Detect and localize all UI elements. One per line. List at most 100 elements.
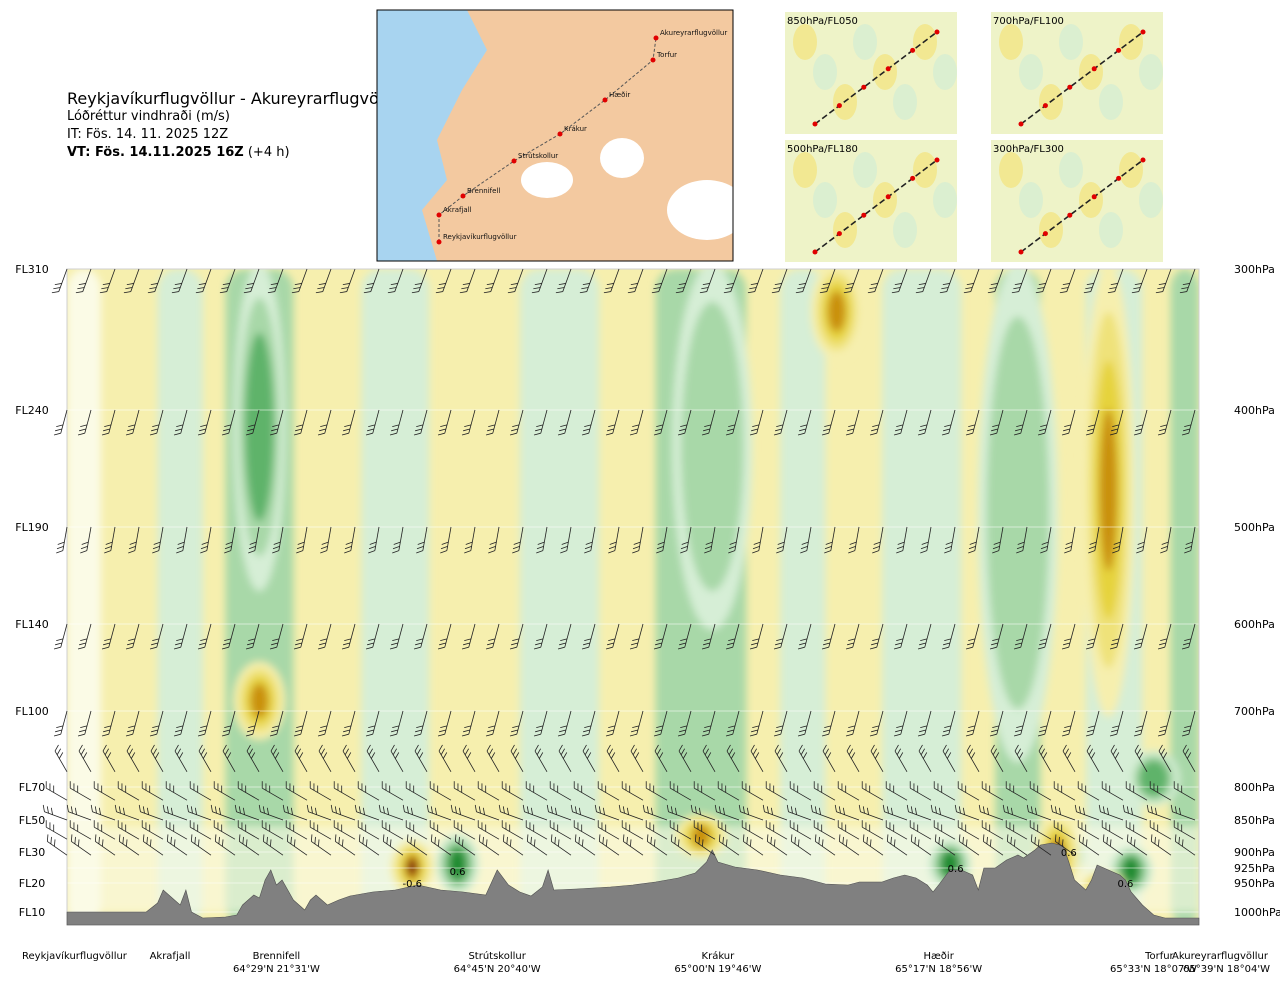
barb-feather <box>238 806 241 814</box>
barb-feather <box>632 748 638 755</box>
barb-feather <box>897 541 905 545</box>
barb-feather <box>986 807 989 815</box>
barb-feather <box>920 638 928 642</box>
wind-barb <box>752 526 764 554</box>
barb-feather <box>1061 287 1069 290</box>
map-label: Torfur <box>656 51 677 59</box>
map-label: Hæðir <box>609 91 630 99</box>
barb-feather <box>681 541 689 545</box>
barb-feather <box>440 748 446 755</box>
wind-barb <box>870 744 884 772</box>
barb-feather <box>462 283 470 286</box>
wind-barb <box>893 623 908 650</box>
barb-feather <box>989 287 997 290</box>
inset-label: 300hPa/FL300 <box>993 144 1064 155</box>
barb-feather <box>123 291 131 294</box>
barb-feather <box>341 733 349 737</box>
barb-feather <box>1112 725 1120 729</box>
barb-feather <box>821 432 829 436</box>
wind-barb <box>66 804 92 821</box>
barb-feather <box>1112 638 1120 642</box>
wind-barb <box>797 710 812 737</box>
barb-feather <box>176 748 182 755</box>
field-band <box>519 269 600 925</box>
barb-feather <box>345 541 353 545</box>
barb-feather <box>842 836 844 844</box>
barb-feather <box>1133 733 1141 737</box>
barb-feather <box>1082 807 1085 815</box>
barb-feather <box>166 834 169 842</box>
barb-feather <box>872 748 878 755</box>
inset-point <box>1018 249 1024 255</box>
wind-barb <box>549 820 572 840</box>
inset-point <box>1091 66 1097 72</box>
barb-feather <box>1134 744 1139 752</box>
barb-feather <box>819 291 827 294</box>
inset-label: 500hPa/FL180 <box>787 144 858 155</box>
wind-barb <box>214 834 236 856</box>
barb-feather <box>1078 834 1081 842</box>
wind-barb <box>909 781 932 801</box>
barb-feather <box>1087 642 1095 646</box>
barb-feather <box>487 428 495 432</box>
barb-feather <box>1185 541 1193 545</box>
barb-feather <box>795 291 803 294</box>
wind-barb <box>786 804 812 821</box>
downdraft-core <box>692 824 710 848</box>
wind-barb <box>341 409 356 436</box>
wind-barb <box>1078 834 1100 856</box>
inset-point <box>836 103 842 109</box>
barb-feather <box>632 424 640 428</box>
barb-feather <box>1133 432 1141 436</box>
barb-feather <box>727 428 735 432</box>
barb-feather <box>318 839 320 847</box>
barb-feather <box>198 839 200 847</box>
barb-feather <box>632 638 640 642</box>
wind-barb <box>989 710 1004 737</box>
wind-barb <box>837 820 860 840</box>
barb-feather <box>125 733 133 737</box>
barb-feather <box>917 287 925 290</box>
barb-feather <box>776 550 783 554</box>
barb-feather <box>440 424 448 428</box>
wind-barb <box>93 820 116 840</box>
barb-feather <box>320 546 328 550</box>
barb-feather <box>293 287 301 290</box>
barb-feather <box>968 550 975 554</box>
wind-barb <box>699 268 716 294</box>
wind-barb <box>258 804 284 821</box>
wind-barb <box>152 526 164 554</box>
barb-feather <box>512 725 520 729</box>
wind-barb <box>125 710 140 737</box>
barb-feather <box>653 733 661 737</box>
wind-barb <box>766 834 788 856</box>
barb-feather <box>894 839 896 847</box>
barb-feather <box>584 424 592 428</box>
barb-feather <box>464 424 472 428</box>
barb-feather <box>105 541 113 545</box>
barb-feather <box>965 733 973 737</box>
barb-feather <box>1026 804 1029 812</box>
barb-feather <box>607 729 615 733</box>
barb-feather <box>1111 642 1119 646</box>
field-band <box>67 269 101 925</box>
barb-feather <box>1014 839 1016 847</box>
barb-feather <box>1086 283 1094 286</box>
barb-feather <box>752 424 760 428</box>
wind-barb <box>195 268 212 294</box>
wind-barb <box>77 623 92 650</box>
barb-feather <box>533 287 541 290</box>
barb-feather <box>440 546 448 550</box>
wind-barb <box>334 834 356 856</box>
barb-feather <box>1016 725 1024 729</box>
wind-barb <box>646 834 668 856</box>
barb-feather <box>918 283 926 286</box>
waypoint-coord: 64°29'N 21°31'W <box>233 964 320 975</box>
wind-barb <box>190 834 212 856</box>
barb-feather <box>245 287 253 290</box>
barb-feather <box>1112 550 1119 554</box>
barb-feather <box>1074 804 1077 812</box>
barb-feather <box>512 638 520 642</box>
map-label: Brennifell <box>467 187 500 195</box>
barb-feather <box>794 836 796 844</box>
